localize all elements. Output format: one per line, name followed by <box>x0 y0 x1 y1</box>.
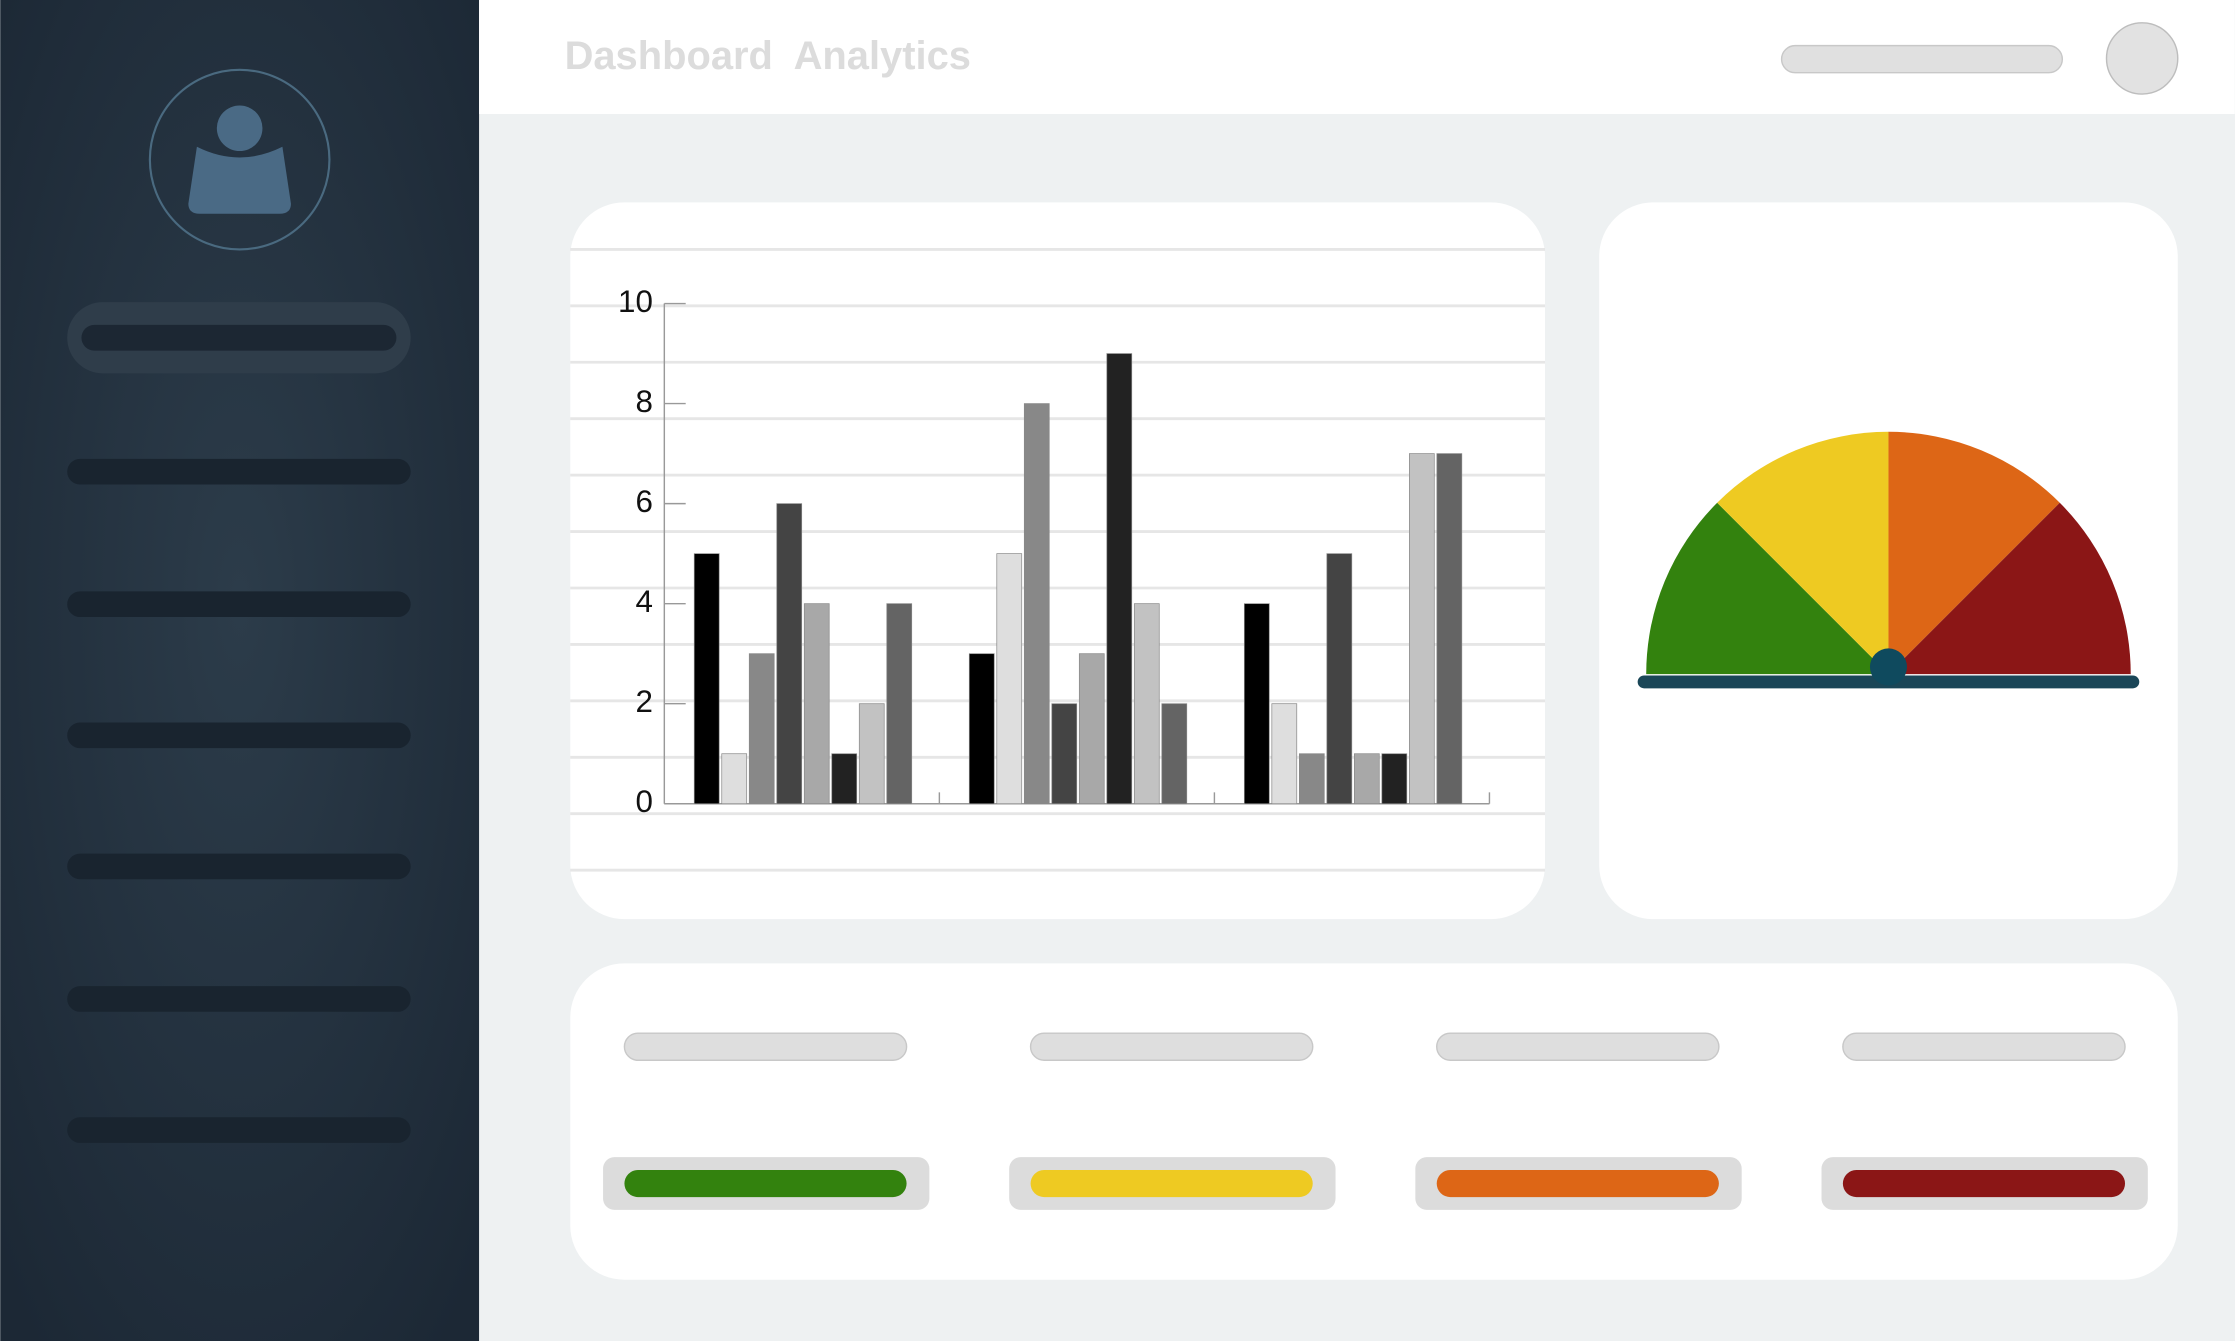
y-tick-label: 6 <box>635 484 652 519</box>
bar <box>831 753 858 805</box>
menu-item-bar <box>81 324 397 351</box>
bar <box>1326 553 1353 805</box>
menu-item[interactable] <box>67 722 411 749</box>
gauge-needle-hub <box>1869 648 1907 686</box>
bar <box>1353 753 1380 805</box>
gauge-segment <box>1646 502 1889 675</box>
y-tick-label: 4 <box>635 584 652 619</box>
bar <box>693 553 720 805</box>
menu-item[interactable] <box>67 458 411 485</box>
status-label-placeholder <box>1029 1032 1314 1061</box>
menu-item[interactable] <box>67 591 411 618</box>
bar <box>1133 603 1160 805</box>
bar <box>721 753 748 805</box>
bar <box>1023 403 1050 805</box>
avatar-body <box>188 146 291 214</box>
status-bar <box>1436 1169 1719 1198</box>
bar <box>1161 703 1188 805</box>
status-bar <box>1842 1169 2126 1198</box>
bar <box>803 603 830 805</box>
menu-item[interactable] <box>67 986 411 1012</box>
profile-button[interactable] <box>2105 22 2179 95</box>
bar <box>1051 703 1078 805</box>
status-card <box>570 963 2178 1280</box>
bar <box>1381 753 1408 805</box>
gauge-segment <box>1888 502 2131 675</box>
bar <box>1436 453 1463 805</box>
y-tick-label: 0 <box>635 784 652 819</box>
bar-chart: 0 2 4 6 8 10 <box>618 284 1491 819</box>
y-tick-label: 10 <box>618 284 653 319</box>
bar <box>1271 703 1298 805</box>
status-bar <box>624 1169 907 1198</box>
avatar-ring[interactable] <box>148 68 331 251</box>
status-label-placeholder <box>623 1032 908 1061</box>
bar <box>1243 603 1270 805</box>
bar <box>1298 753 1325 805</box>
menu-item[interactable] <box>67 1117 411 1143</box>
status-label-placeholder <box>1842 1032 2126 1061</box>
gauge-segment <box>1717 431 1889 675</box>
status-label-placeholder <box>1436 1032 1720 1061</box>
bar <box>886 603 913 805</box>
avatar-head <box>216 105 263 152</box>
bar <box>996 553 1023 805</box>
bar <box>858 703 885 805</box>
bar <box>776 503 803 805</box>
y-tick-label: 2 <box>635 684 652 719</box>
bar <box>968 653 995 805</box>
y-tick-label: 8 <box>635 384 652 419</box>
header-title: Dashboard Analytics <box>565 34 971 78</box>
bar <box>1078 653 1105 805</box>
menu-item[interactable] <box>67 853 411 880</box>
search-bar[interactable] <box>1780 44 2064 74</box>
gauge-segment <box>1888 431 2060 675</box>
bar <box>1106 353 1133 805</box>
bar <box>1409 453 1435 805</box>
bar <box>748 653 775 805</box>
status-bar <box>1030 1169 1313 1198</box>
